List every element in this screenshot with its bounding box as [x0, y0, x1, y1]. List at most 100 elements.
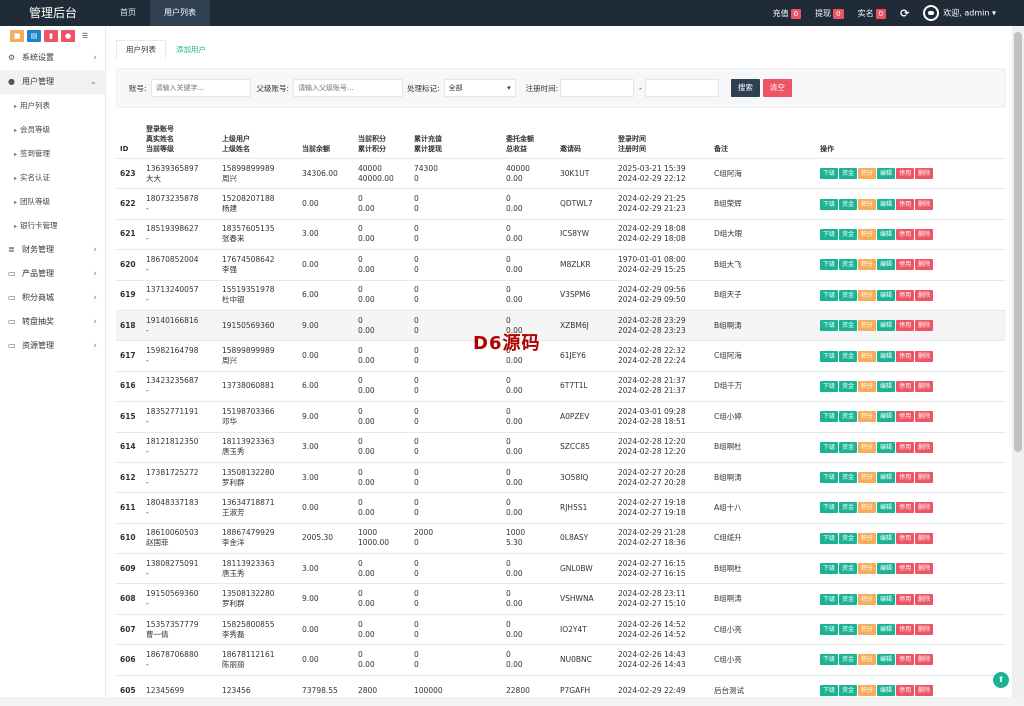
mark-select[interactable]: 全部 ▾	[443, 79, 516, 97]
points-button[interactable]: 积分	[858, 685, 877, 697]
edit-button[interactable]: 编辑	[877, 532, 896, 544]
delete-button[interactable]: 删除	[915, 411, 934, 423]
edit-button[interactable]: 编辑	[877, 228, 896, 240]
funds-button[interactable]: 资金	[839, 532, 858, 544]
disable-button[interactable]: 停用	[896, 685, 915, 697]
funds-button[interactable]: 资金	[839, 563, 858, 575]
funds-button[interactable]: 资金	[839, 654, 858, 666]
points-button[interactable]: 积分	[858, 441, 877, 453]
subordinate-button[interactable]: 下级	[820, 198, 839, 210]
delete-button[interactable]: 删除	[915, 593, 934, 605]
edit-button[interactable]: 编辑	[877, 502, 896, 514]
points-button[interactable]: 积分	[858, 289, 877, 301]
points-button[interactable]: 积分	[858, 472, 877, 484]
refresh-icon[interactable]: ⟳	[900, 6, 910, 20]
sidebar-item-lottery[interactable]: ▭ 转盘抽奖 ›	[0, 310, 105, 334]
funds-button[interactable]: 资金	[839, 289, 858, 301]
disable-button[interactable]: 停用	[896, 380, 915, 392]
funds-button[interactable]: 资金	[839, 502, 858, 514]
points-button[interactable]: 积分	[858, 502, 877, 514]
delete-button[interactable]: 删除	[915, 472, 934, 484]
delete-button[interactable]: 删除	[915, 289, 934, 301]
delete-button[interactable]: 删除	[915, 320, 934, 332]
disable-button[interactable]: 停用	[896, 259, 915, 271]
sidebar-sub-user-list[interactable]: 用户列表	[0, 94, 105, 118]
edit-button[interactable]: 编辑	[877, 198, 896, 210]
disable-button[interactable]: 停用	[896, 350, 915, 362]
edit-button[interactable]: 编辑	[877, 168, 896, 180]
sidebar-sub-team-level[interactable]: 团队等级	[0, 190, 105, 214]
disable-button[interactable]: 停用	[896, 228, 915, 240]
sidebar-sub-member-level[interactable]: 会员等级	[0, 118, 105, 142]
subordinate-button[interactable]: 下级	[820, 350, 839, 362]
subordinate-button[interactable]: 下级	[820, 441, 839, 453]
delete-button[interactable]: 删除	[915, 380, 934, 392]
delete-button[interactable]: 删除	[915, 168, 934, 180]
funds-button[interactable]: 资金	[839, 320, 858, 332]
sidebar-sub-checkin[interactable]: 签到管理	[0, 142, 105, 166]
nav-home[interactable]: 首页	[120, 8, 136, 17]
subordinate-button[interactable]: 下级	[820, 532, 839, 544]
disable-button[interactable]: 停用	[896, 198, 915, 210]
edit-button[interactable]: 编辑	[877, 654, 896, 666]
points-button[interactable]: 积分	[858, 593, 877, 605]
subordinate-button[interactable]: 下级	[820, 472, 839, 484]
subordinate-button[interactable]: 下级	[820, 411, 839, 423]
subordinate-button[interactable]: 下级	[820, 228, 839, 240]
nav-user-list[interactable]: 用户列表	[150, 0, 210, 26]
points-button[interactable]: 积分	[858, 320, 877, 332]
subordinate-button[interactable]: 下级	[820, 654, 839, 666]
funds-button[interactable]: 资金	[839, 198, 858, 210]
points-button[interactable]: 积分	[858, 198, 877, 210]
delete-button[interactable]: 删除	[915, 198, 934, 210]
delete-button[interactable]: 删除	[915, 685, 934, 697]
edit-button[interactable]: 编辑	[877, 593, 896, 605]
points-button[interactable]: 积分	[858, 380, 877, 392]
delete-button[interactable]: 删除	[915, 228, 934, 240]
disable-button[interactable]: 停用	[896, 624, 915, 636]
funds-button[interactable]: 资金	[839, 168, 858, 180]
parent-account-input[interactable]	[293, 79, 404, 97]
sidebar-item-product[interactable]: ▭ 产品管理 ›	[0, 262, 105, 286]
points-button[interactable]: 积分	[858, 624, 877, 636]
edit-button[interactable]: 编辑	[877, 624, 896, 636]
delete-button[interactable]: 删除	[915, 441, 934, 453]
edit-button[interactable]: 编辑	[877, 289, 896, 301]
disable-button[interactable]: 停用	[896, 472, 915, 484]
edit-button[interactable]: 编辑	[877, 563, 896, 575]
delete-button[interactable]: 删除	[915, 350, 934, 362]
funds-button[interactable]: 资金	[839, 685, 858, 697]
document-shortcut-icon[interactable]: ▤	[27, 30, 41, 42]
funds-button[interactable]: 资金	[839, 350, 858, 362]
edit-button[interactable]: 编辑	[877, 380, 896, 392]
account-input[interactable]	[150, 79, 251, 97]
search-button[interactable]: 搜索	[730, 79, 760, 97]
subordinate-button[interactable]: 下级	[820, 289, 839, 301]
delete-button[interactable]: 删除	[915, 624, 934, 636]
delete-button[interactable]: 删除	[915, 654, 934, 666]
sidebar-sub-bank-card[interactable]: 银行卡管理	[0, 214, 105, 238]
register-time-end[interactable]	[644, 79, 719, 97]
register-time-start[interactable]	[560, 79, 635, 97]
recharge-notice[interactable]: 充值 0	[773, 8, 802, 19]
settings-shortcut-icon[interactable]: ●	[61, 30, 75, 42]
edit-button[interactable]: 编辑	[877, 472, 896, 484]
disable-button[interactable]: 停用	[896, 563, 915, 575]
delete-button[interactable]: 删除	[915, 259, 934, 271]
delete-button[interactable]: 删除	[915, 502, 934, 514]
clear-button[interactable]: 清空	[762, 79, 792, 97]
sidebar-item-points-mall[interactable]: ▭ 积分商城 ›	[0, 286, 105, 310]
disable-button[interactable]: 停用	[896, 168, 915, 180]
funds-button[interactable]: 资金	[839, 259, 858, 271]
funds-button[interactable]: 资金	[839, 472, 858, 484]
realname-notice[interactable]: 实名 0	[858, 8, 887, 19]
list-shortcut-icon[interactable]: ☰	[81, 32, 89, 40]
edit-button[interactable]: 编辑	[877, 259, 896, 271]
funds-button[interactable]: 资金	[839, 624, 858, 636]
subordinate-button[interactable]: 下级	[820, 563, 839, 575]
disable-button[interactable]: 停用	[896, 289, 915, 301]
edit-button[interactable]: 编辑	[877, 685, 896, 697]
sidebar-item-system-settings[interactable]: ⚙ 系统设置 ›	[0, 46, 105, 70]
disable-button[interactable]: 停用	[896, 593, 915, 605]
funds-button[interactable]: 资金	[839, 441, 858, 453]
